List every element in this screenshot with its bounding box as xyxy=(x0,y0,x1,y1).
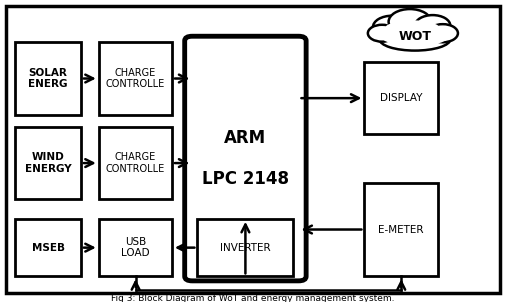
Ellipse shape xyxy=(379,28,449,50)
Text: INVERTER: INVERTER xyxy=(220,243,270,253)
Text: USB
LOAD: USB LOAD xyxy=(121,237,149,259)
Bar xyxy=(98,42,172,115)
Text: MSEB: MSEB xyxy=(31,243,65,253)
Ellipse shape xyxy=(384,21,439,37)
Bar xyxy=(15,127,81,199)
Bar xyxy=(364,62,437,134)
Text: WOT: WOT xyxy=(397,30,431,43)
Text: ARM

LPC 2148: ARM LPC 2148 xyxy=(201,129,288,188)
Circle shape xyxy=(427,24,457,42)
Text: WIND
ENERGY: WIND ENERGY xyxy=(25,152,71,174)
Text: CHARGE
CONTROLLE: CHARGE CONTROLLE xyxy=(106,152,165,174)
Bar xyxy=(98,219,172,276)
Bar xyxy=(364,183,437,276)
Circle shape xyxy=(367,25,395,42)
Circle shape xyxy=(414,15,449,36)
Ellipse shape xyxy=(380,27,448,46)
Circle shape xyxy=(388,9,430,34)
Text: Fig 3: Block Diagram of WoT and energy management system.: Fig 3: Block Diagram of WoT and energy m… xyxy=(111,294,394,302)
Circle shape xyxy=(372,16,411,39)
Text: DISPLAY: DISPLAY xyxy=(379,93,421,103)
FancyBboxPatch shape xyxy=(184,36,306,281)
Text: CHARGE
CONTROLLE: CHARGE CONTROLLE xyxy=(106,68,165,89)
Bar xyxy=(15,42,81,115)
Text: E-METER: E-METER xyxy=(378,224,423,235)
Bar xyxy=(98,127,172,199)
Bar xyxy=(15,219,81,276)
Bar xyxy=(197,219,293,276)
Text: SOLAR
ENERG: SOLAR ENERG xyxy=(28,68,68,89)
